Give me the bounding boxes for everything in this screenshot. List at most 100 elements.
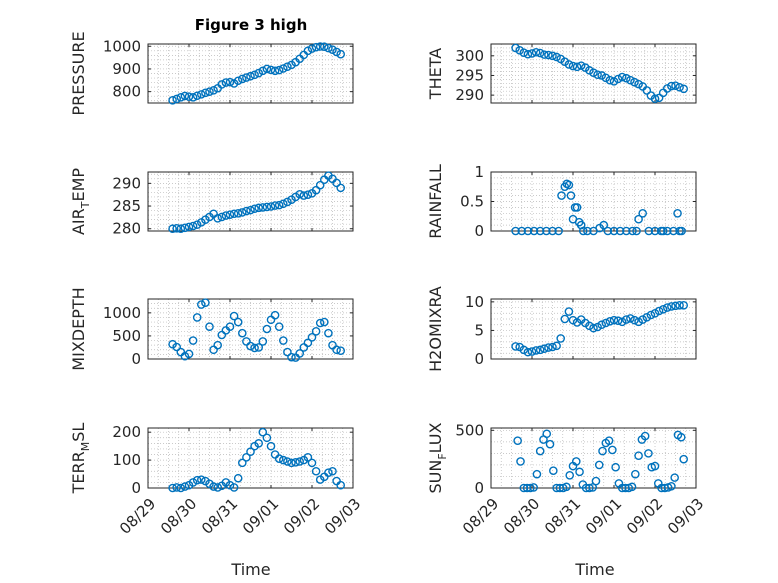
subplot-mixdepth: 0 500 1000 MIXDEPTH	[69, 287, 354, 371]
x-tick-label: 08/29	[116, 495, 159, 538]
x-tick-label: 09/03	[321, 495, 364, 538]
data-point	[266, 441, 276, 451]
data-point	[258, 203, 268, 212]
data-point	[523, 49, 533, 59]
data-point	[556, 334, 566, 343]
y-tick-label: 290	[455, 86, 484, 104]
data-point	[552, 341, 561, 351]
data-point	[233, 76, 243, 86]
data-point	[634, 317, 643, 327]
data-point	[188, 478, 198, 487]
data-point	[172, 483, 181, 492]
data-point	[307, 333, 317, 342]
data-point	[617, 72, 627, 82]
data-point	[667, 81, 676, 91]
x-tick-label: 08/29	[459, 495, 502, 538]
y-tick-label: 300	[455, 47, 484, 65]
data-point	[517, 226, 527, 236]
data-point	[535, 345, 545, 355]
data-point	[336, 49, 346, 59]
data-point	[650, 94, 660, 103]
data-point	[237, 328, 247, 338]
data-point	[676, 432, 686, 442]
data-point	[532, 469, 542, 479]
data-point	[283, 457, 292, 466]
data-point	[205, 87, 214, 96]
y-axis-label: RAINFALL	[426, 164, 445, 239]
data-point	[549, 466, 558, 475]
data-point	[679, 454, 689, 464]
data-point	[622, 73, 631, 83]
data-point	[597, 320, 607, 330]
data-point	[262, 324, 272, 334]
data-point	[640, 431, 650, 441]
data-point	[667, 302, 676, 311]
data-point	[274, 200, 284, 210]
data-point	[548, 226, 557, 236]
data-point	[670, 473, 679, 482]
data-point	[176, 224, 186, 234]
subplot-sun-flux: 0 500 SUNFLUX 08/2908/3008/3109/0109/0209/0…	[426, 421, 707, 538]
data-point	[571, 457, 581, 466]
data-point	[632, 226, 641, 236]
data-point	[213, 483, 222, 492]
axes-box	[147, 43, 354, 104]
figure-title: Figure 3 high	[195, 16, 308, 34]
data-point	[319, 42, 329, 52]
data-point	[591, 476, 601, 486]
data-point	[180, 482, 190, 491]
data-point	[225, 77, 235, 87]
data-point	[646, 310, 656, 320]
data-point	[324, 43, 333, 53]
data-point	[299, 191, 309, 200]
data-point	[548, 342, 557, 352]
data-point	[242, 73, 251, 82]
data-point	[603, 226, 613, 236]
data-point	[585, 483, 594, 493]
data-point	[303, 338, 313, 348]
y-tick-label: 280	[112, 220, 141, 238]
data-point	[654, 306, 664, 316]
data-point	[601, 318, 611, 328]
data-point	[679, 84, 689, 94]
data-point	[511, 226, 520, 236]
data-point	[266, 65, 276, 75]
data-point	[192, 91, 202, 101]
data-point	[283, 62, 292, 71]
data-point	[535, 226, 545, 236]
data-point	[258, 66, 268, 76]
data-point	[566, 191, 576, 200]
data-point	[658, 304, 668, 314]
data-point	[572, 203, 582, 212]
axes-box	[147, 171, 354, 232]
data-point	[608, 445, 617, 455]
data-point	[332, 178, 341, 188]
data-point	[168, 483, 177, 493]
data-point	[658, 88, 668, 98]
data-point	[535, 48, 545, 58]
data-point	[184, 92, 194, 101]
data-point	[217, 212, 227, 222]
data-point	[196, 300, 206, 309]
y-tick-label: 0	[131, 479, 141, 497]
data-point	[237, 458, 247, 468]
data-point	[642, 86, 652, 95]
data-point	[278, 64, 288, 73]
data-point	[593, 70, 602, 79]
data-point	[254, 68, 264, 78]
axes-box	[147, 298, 354, 360]
data-point	[258, 337, 268, 346]
data-point	[172, 342, 181, 352]
data-point	[605, 316, 615, 326]
data-point	[599, 220, 609, 230]
data-point	[217, 330, 227, 340]
data-point	[557, 191, 566, 200]
data-point	[589, 323, 598, 333]
data-point	[311, 327, 321, 336]
data-point	[168, 95, 177, 105]
data-point	[246, 205, 255, 215]
data-point	[332, 47, 341, 57]
data-point	[295, 457, 305, 466]
data-point	[225, 322, 235, 331]
data-point	[311, 185, 321, 195]
